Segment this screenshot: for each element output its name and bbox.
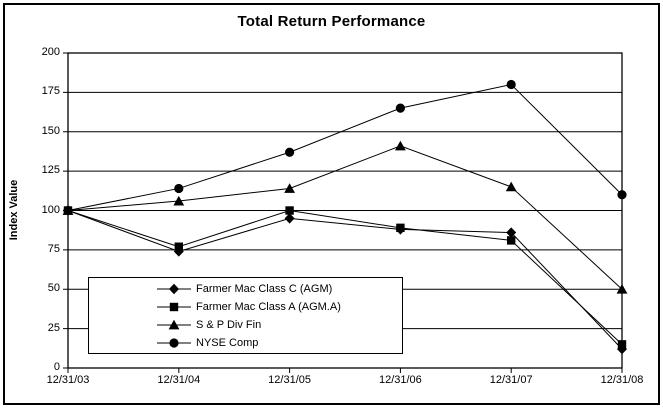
square-marker-icon: [617, 340, 627, 349]
circle-marker-icon: [395, 103, 405, 113]
series-line-s-p-div-fin: [67, 145, 623, 290]
y-tick-label-150: 150: [41, 124, 60, 137]
legend-item: Farmer Mac Class A (AGM.A): [157, 298, 402, 316]
legend-item: S & P Div Fin: [157, 316, 402, 334]
circle-marker-icon: [506, 79, 516, 90]
legend-diamond-icon: [157, 283, 191, 295]
triangle-marker-icon: [395, 140, 406, 151]
legend-label: Farmer Mac Class A (AGM.A): [196, 301, 341, 313]
legend-item: Farmer Mac Class C (AGM): [157, 280, 402, 298]
x-tick-label-4: 12/31/07: [489, 374, 533, 386]
triangle-marker-icon: [616, 284, 628, 294]
diamond-marker-icon: [284, 213, 295, 224]
y-tick-label-100: 100: [41, 203, 60, 216]
y-tick-label-175: 175: [41, 85, 60, 98]
square-marker-icon: [396, 223, 405, 233]
y-tick-label-25: 25: [47, 321, 60, 334]
triangle-marker-icon: [505, 181, 517, 192]
circle-marker-icon: [285, 147, 295, 157]
series-line-farmer-mac-class-a-agm-a: [67, 209, 623, 345]
diamond-marker-icon: [169, 283, 179, 295]
square-marker-icon: [174, 242, 183, 251]
legend-item: NYSE Comp: [157, 334, 402, 352]
circle-marker-icon: [169, 338, 179, 348]
y-tick-label-125: 125: [41, 164, 60, 177]
triangle-marker-icon: [173, 195, 185, 206]
triangle-marker-icon: [168, 319, 180, 330]
legend-square-icon: [157, 302, 191, 312]
circle-marker-icon: [617, 190, 627, 200]
triangle-marker-icon: [284, 183, 295, 193]
y-tick-label-75: 75: [47, 242, 60, 255]
x-tick-label-0: 12/31/03: [46, 374, 90, 386]
circle-marker-icon: [63, 205, 73, 216]
chart-title: Total Return Performance: [237, 13, 426, 30]
y-tick-label-200: 200: [41, 46, 60, 58]
series-line-nyse-comp: [67, 83, 623, 211]
x-tick-label-5: 12/31/08: [600, 374, 644, 386]
square-marker-icon: [169, 302, 179, 312]
y-tick-label-50: 50: [47, 282, 60, 295]
x-tick-label-3: 12/31/06: [378, 374, 422, 386]
diamond-marker-icon: [506, 227, 517, 238]
legend-label: S & P Div Fin: [196, 319, 262, 331]
legend-circle-icon: [157, 338, 191, 348]
legend-triangle-icon: [157, 319, 191, 330]
x-tick-label-1: 12/31/04: [157, 374, 201, 386]
legend-label: NYSE Comp: [196, 337, 259, 349]
y-tick-label-0: 0: [53, 361, 60, 373]
square-marker-icon: [507, 236, 516, 245]
chart-legend: Farmer Mac Class C (AGM) Farmer Mac Class…: [88, 277, 403, 354]
legend-label: Farmer Mac Class C (AGM): [196, 283, 333, 295]
circle-marker-icon: [174, 183, 184, 194]
series-line-farmer-mac-class-c-agm: [67, 210, 623, 350]
x-tick-label-2: 12/31/05: [268, 374, 311, 386]
square-marker-icon: [285, 206, 294, 215]
